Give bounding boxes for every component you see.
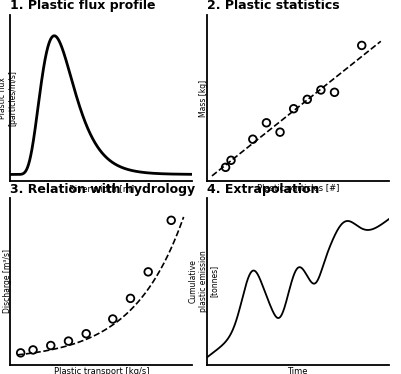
Point <box>223 164 229 170</box>
Point <box>263 120 269 126</box>
Point <box>168 217 174 223</box>
Point <box>145 269 152 275</box>
Text: 3. Relation with hydrology: 3. Relation with hydrology <box>10 183 195 196</box>
Text: 4. Extrapolation: 4. Extrapolation <box>207 183 319 196</box>
Point <box>228 157 234 163</box>
Point <box>127 295 134 301</box>
Point <box>277 129 283 135</box>
Point <box>290 106 297 112</box>
Point <box>65 338 72 344</box>
Text: 2. Plastic statistics: 2. Plastic statistics <box>207 0 339 12</box>
Point <box>249 136 256 142</box>
Point <box>331 89 338 95</box>
Y-axis label: Plastic flux
[particles/m/s]: Plastic flux [particles/m/s] <box>0 70 17 126</box>
X-axis label: Plastic particles [#]: Plastic particles [#] <box>257 184 339 193</box>
Point <box>304 96 310 102</box>
Point <box>318 87 324 93</box>
X-axis label: River width [m]: River width [m] <box>69 184 134 193</box>
Point <box>18 350 24 356</box>
Point <box>30 347 36 353</box>
Point <box>109 316 116 322</box>
Point <box>358 42 365 48</box>
Y-axis label: Discharge [m³/s]: Discharge [m³/s] <box>3 249 12 313</box>
X-axis label: Plastic transport [kg/s]: Plastic transport [kg/s] <box>53 367 149 374</box>
X-axis label: Time: Time <box>288 367 308 374</box>
Y-axis label: Mass [kg]: Mass [kg] <box>199 80 208 117</box>
Text: 1. Plastic flux profile: 1. Plastic flux profile <box>10 0 156 12</box>
Point <box>48 343 54 349</box>
Point <box>83 331 89 337</box>
Y-axis label: Cumulative
plastic emission
[tonnes]: Cumulative plastic emission [tonnes] <box>189 251 219 312</box>
